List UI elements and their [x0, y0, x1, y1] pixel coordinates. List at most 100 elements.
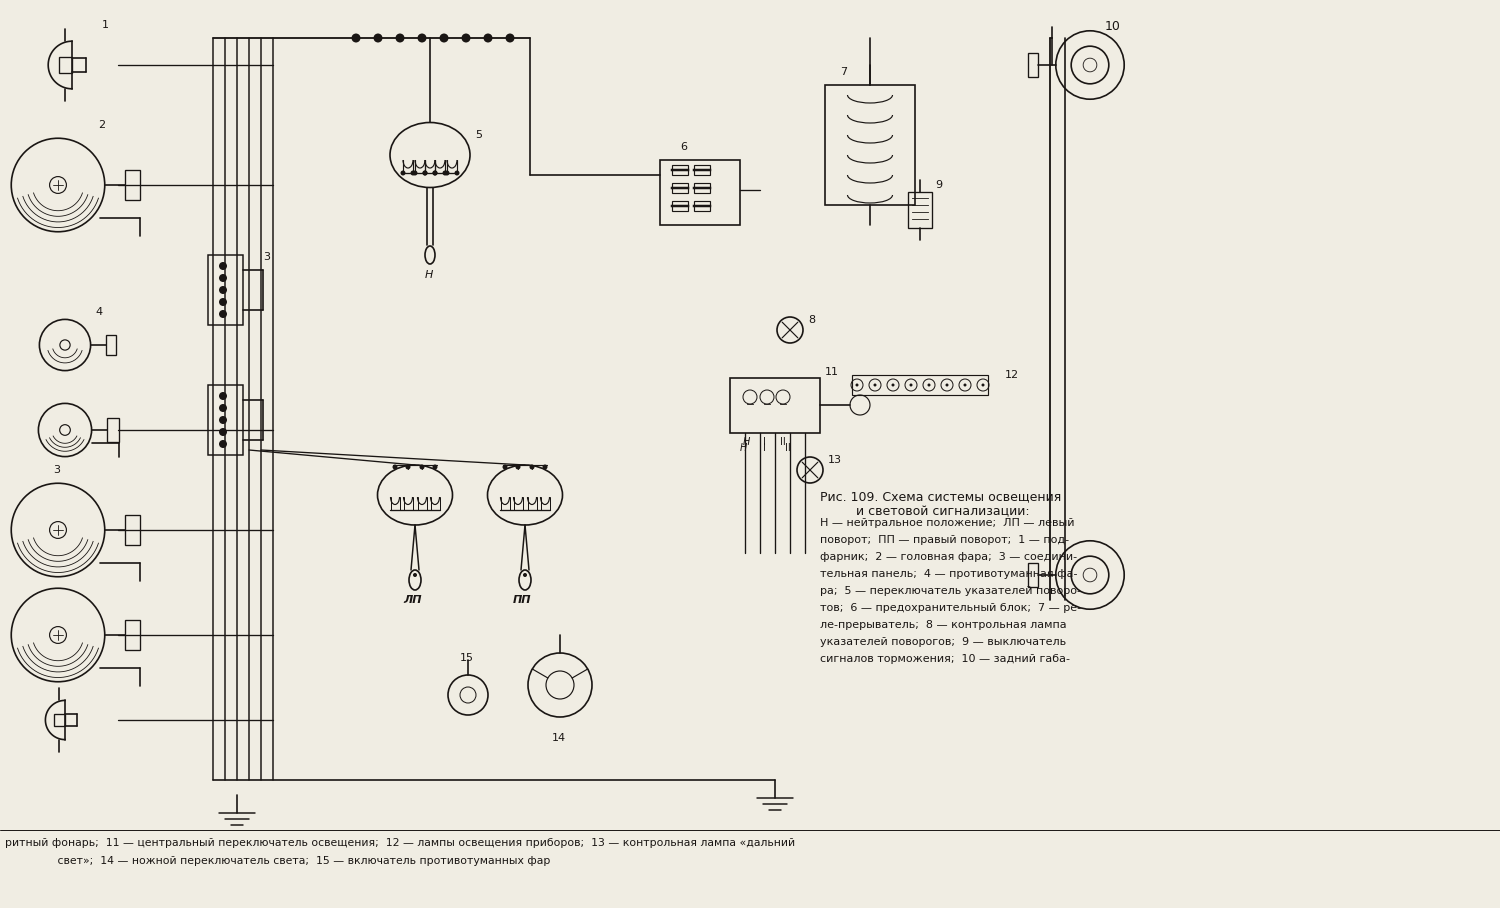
- Bar: [58, 57, 72, 73]
- Text: 8: 8: [808, 315, 814, 325]
- Text: 13: 13: [828, 455, 842, 465]
- Text: I: I: [764, 437, 766, 447]
- Circle shape: [420, 465, 424, 469]
- Bar: [54, 714, 64, 726]
- Circle shape: [374, 34, 382, 43]
- Text: 3: 3: [262, 252, 270, 262]
- Circle shape: [417, 34, 426, 43]
- Bar: [124, 515, 140, 545]
- Circle shape: [219, 262, 226, 270]
- Text: Н: Н: [424, 270, 433, 280]
- Circle shape: [400, 171, 405, 175]
- Circle shape: [454, 171, 459, 175]
- Circle shape: [413, 171, 417, 175]
- Circle shape: [432, 171, 438, 175]
- Circle shape: [981, 383, 984, 387]
- Circle shape: [423, 171, 427, 175]
- Bar: [106, 418, 118, 442]
- Circle shape: [927, 383, 930, 387]
- Circle shape: [405, 465, 411, 469]
- Circle shape: [411, 171, 416, 175]
- Circle shape: [963, 383, 966, 387]
- Bar: [209, 385, 243, 455]
- Text: тов;  6 — предохранительный блок;  7 — ре-: тов; 6 — предохранительный блок; 7 — ре-: [821, 603, 1082, 613]
- Text: II: II: [784, 443, 790, 453]
- Circle shape: [891, 383, 894, 387]
- Text: 1: 1: [102, 20, 110, 30]
- Circle shape: [219, 416, 226, 424]
- Circle shape: [462, 34, 471, 43]
- Text: свет»;  14 — ножной переключатель света;  15 — включатель противотуманных фар: свет»; 14 — ножной переключатель света; …: [4, 856, 550, 866]
- Circle shape: [432, 171, 438, 175]
- Circle shape: [219, 298, 226, 306]
- Text: 15: 15: [460, 653, 474, 663]
- Bar: [124, 620, 140, 650]
- Circle shape: [219, 286, 226, 294]
- Bar: [730, 378, 821, 433]
- Bar: [672, 165, 688, 175]
- Circle shape: [530, 465, 534, 469]
- Bar: [660, 160, 740, 225]
- Text: ПП: ПП: [513, 595, 531, 605]
- Circle shape: [351, 34, 360, 43]
- Bar: [209, 255, 243, 325]
- Bar: [908, 192, 932, 228]
- Text: тельная панель;  4 — противотуманная фа-: тельная панель; 4 — противотуманная фа-: [821, 569, 1077, 579]
- Bar: [1028, 563, 1038, 587]
- Text: фарник;  2 — головная фара;  3 — соедини-: фарник; 2 — головная фара; 3 — соедини-: [821, 552, 1077, 562]
- Text: 4: 4: [94, 307, 102, 317]
- Circle shape: [413, 573, 417, 577]
- Circle shape: [219, 440, 226, 448]
- Circle shape: [444, 171, 450, 175]
- Text: Рис. 109. Схема системы освещения
         и световой сигнализации:: Рис. 109. Схема системы освещения и свет…: [821, 490, 1062, 518]
- Circle shape: [945, 383, 948, 387]
- Circle shape: [219, 310, 226, 318]
- Circle shape: [909, 383, 912, 387]
- Circle shape: [219, 274, 226, 282]
- Text: 9: 9: [934, 180, 942, 190]
- Text: 12: 12: [1005, 370, 1019, 380]
- Text: Н — нейтральное положение;  ЛП — левый: Н — нейтральное положение; ЛП — левый: [821, 518, 1074, 528]
- Text: 6: 6: [680, 142, 687, 152]
- Circle shape: [396, 34, 405, 43]
- Circle shape: [219, 428, 226, 436]
- Circle shape: [423, 171, 427, 175]
- Circle shape: [440, 34, 448, 43]
- Circle shape: [516, 465, 520, 469]
- Text: Н: Н: [740, 443, 747, 453]
- Circle shape: [442, 171, 447, 175]
- Circle shape: [524, 573, 526, 577]
- Circle shape: [855, 383, 858, 387]
- Text: сигналов торможения;  10 — задний габа-: сигналов торможения; 10 — задний габа-: [821, 654, 1070, 664]
- Circle shape: [393, 465, 398, 469]
- Text: 2: 2: [98, 120, 105, 130]
- Text: указателей поворогов;  9 — выключатель: указателей поворогов; 9 — выключатель: [821, 637, 1066, 647]
- Text: I: I: [764, 443, 766, 453]
- Text: Н: Н: [742, 437, 750, 447]
- Text: поворот;  ПП — правый поворот;  1 — под-: поворот; ПП — правый поворот; 1 — под-: [821, 535, 1070, 545]
- Text: 5: 5: [476, 130, 482, 140]
- Bar: [105, 335, 116, 355]
- Circle shape: [503, 465, 507, 469]
- Circle shape: [219, 392, 226, 400]
- Text: ле-прерыватель;  8 — контрольная лампа: ле-прерыватель; 8 — контрольная лампа: [821, 620, 1066, 630]
- Text: 14: 14: [552, 733, 566, 743]
- Circle shape: [219, 404, 226, 412]
- Text: 7: 7: [840, 67, 848, 77]
- Bar: [852, 375, 988, 395]
- Circle shape: [543, 465, 548, 469]
- Text: II: II: [780, 437, 786, 447]
- Text: 10: 10: [1106, 20, 1120, 33]
- Bar: [124, 170, 140, 200]
- Circle shape: [432, 465, 438, 469]
- Text: 3: 3: [53, 465, 60, 475]
- Bar: [1028, 53, 1038, 77]
- Text: ритный фонарь;  11 — центральный переключатель освещения;  12 — лампы освещения : ритный фонарь; 11 — центральный переключ…: [4, 838, 795, 848]
- Bar: [672, 201, 688, 211]
- Circle shape: [506, 34, 515, 43]
- Text: 11: 11: [825, 367, 839, 377]
- Bar: [672, 183, 688, 193]
- Circle shape: [483, 34, 492, 43]
- Bar: [694, 165, 709, 175]
- Bar: [825, 85, 915, 205]
